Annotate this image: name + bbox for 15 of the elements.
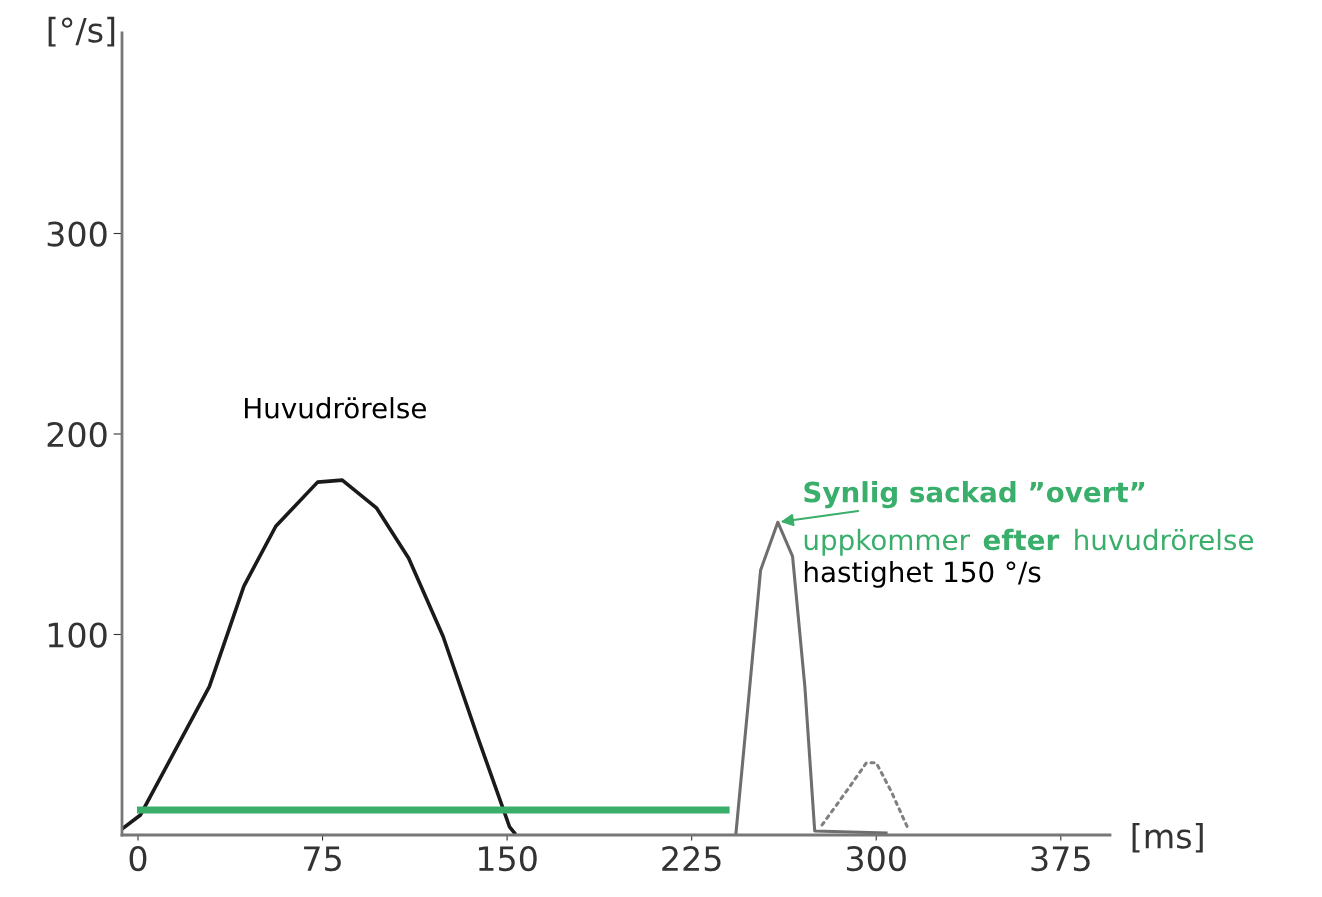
annotation: Huvudrörelse bbox=[245, 397, 426, 419]
x-tick-label: 375 bbox=[1031, 846, 1090, 872]
y-tick-label: 100 bbox=[48, 622, 107, 648]
x-tick-label: 225 bbox=[662, 846, 721, 872]
x-tick-label: 300 bbox=[846, 846, 906, 872]
x-axis-title: [ms] bbox=[1132, 822, 1203, 853]
x-tick-label: 75 bbox=[304, 846, 341, 872]
y-tick-label: 200 bbox=[47, 421, 107, 448]
x-tick-label: 0 bbox=[129, 846, 147, 872]
annotation: hastighet 150 °/s bbox=[804, 560, 1041, 588]
annotation: Synlig sackad ”overt” bbox=[804, 481, 1145, 509]
y-tick-label: 300 bbox=[47, 221, 107, 247]
y-axis-title: [°/s] bbox=[48, 16, 115, 47]
annotation: uppkommer efter huvudrörelse bbox=[804, 528, 1254, 556]
x-tick-label: 150 bbox=[478, 846, 537, 872]
